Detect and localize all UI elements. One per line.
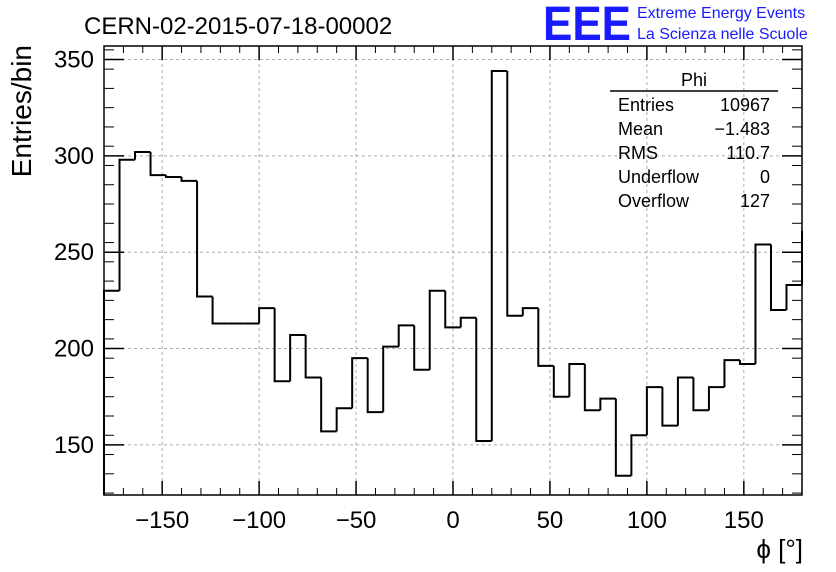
stats-row-value: 10967 [720,95,770,115]
x-tick-label: 100 [627,507,667,534]
histogram-bin [351,357,368,409]
histogram-bin [444,290,461,329]
stats-row-value: 0 [760,167,770,187]
histogram-bin [428,289,446,370]
histogram-bin [692,377,709,412]
y-axis: 150 200 250 300 350 [54,46,802,494]
histogram-bin [413,325,430,371]
logo-line-1: Extreme Energy Events [637,5,805,22]
histogram-bin [118,158,136,291]
logo-mark: EEE [543,0,631,51]
stats-row-value: 127 [740,191,770,211]
histogram-bin [785,283,802,311]
y-tick-label: 300 [54,143,94,170]
histogram-bin [149,151,167,177]
y-tick-label: 350 [54,46,94,73]
histogram-bin [258,307,275,324]
histogram-bin [382,345,399,413]
x-tick-label: 150 [724,507,764,534]
x-tick-label: −150 [135,507,189,534]
stats-row-label: Mean [618,119,663,139]
histogram-bin [645,386,663,436]
histogram-bin [676,376,694,426]
stats-row-label: Underflow [618,167,700,187]
histogram-bin [738,360,756,365]
y-tick-label: 150 [54,432,94,459]
x-tick-label: −50 [336,507,377,534]
histogram-bin [521,307,539,316]
histogram-bin [366,358,384,414]
histogram-bin [196,180,213,298]
y-axis-label: Entries/bin [6,45,37,177]
stats-row-label: Overflow [618,191,690,211]
histogram-bin [552,365,570,398]
x-axis-label: ϕ [°] [756,534,803,564]
histogram-bin [459,316,477,328]
eee-logo: EEE Extreme Energy Events La Scienza nel… [543,0,808,51]
x-tick-label: −100 [232,507,286,534]
histogram-bin [614,398,632,477]
stats-row-value: −1.483 [714,119,770,139]
histogram-bin [211,296,229,325]
x-axis: −150 −100 −50 0 50 100 150 [103,46,803,534]
histogram-bin [273,308,291,383]
histogram-bin [661,387,678,427]
histogram-bin [583,363,601,412]
histogram-series [104,70,803,495]
stats-box: Phi Entries 10967 Mean −1.483 RMS 110.7 Underf… [610,70,778,211]
histogram-bin [289,334,306,382]
stats-row-label: Entries [618,95,674,115]
stats-title: Phi [681,70,707,90]
x-tick-label: 0 [446,507,459,534]
stats-row-value: 110.7 [726,143,770,163]
histogram-bin [769,244,787,312]
histogram-bin [320,377,337,433]
histogram-bin [397,324,415,347]
y-tick-label: 250 [54,239,94,266]
x-tick-label: 50 [537,507,564,534]
histogram-bin [630,434,647,476]
histogram-bin [335,407,353,432]
chart-title: CERN-02-2015-07-18-00002 [84,13,392,40]
histogram-bin [754,243,771,364]
histogram-bin [707,386,725,411]
stats-row-label: RMS [618,143,658,163]
histogram-bin [599,397,616,411]
histogram-bin [490,70,508,442]
histogram-bin [568,362,585,397]
y-tick-label: 200 [54,336,94,363]
histogram-bin [537,308,554,367]
histogram-bin [134,150,151,160]
histogram-bin [165,175,182,179]
logo-line-2: La Scienza nelle Scuole [637,26,808,43]
histogram-bin [506,71,523,317]
histogram-bin [475,317,492,443]
histogram-bin [304,335,322,379]
histogram-bin [180,177,198,182]
histogram-bin [723,359,740,388]
